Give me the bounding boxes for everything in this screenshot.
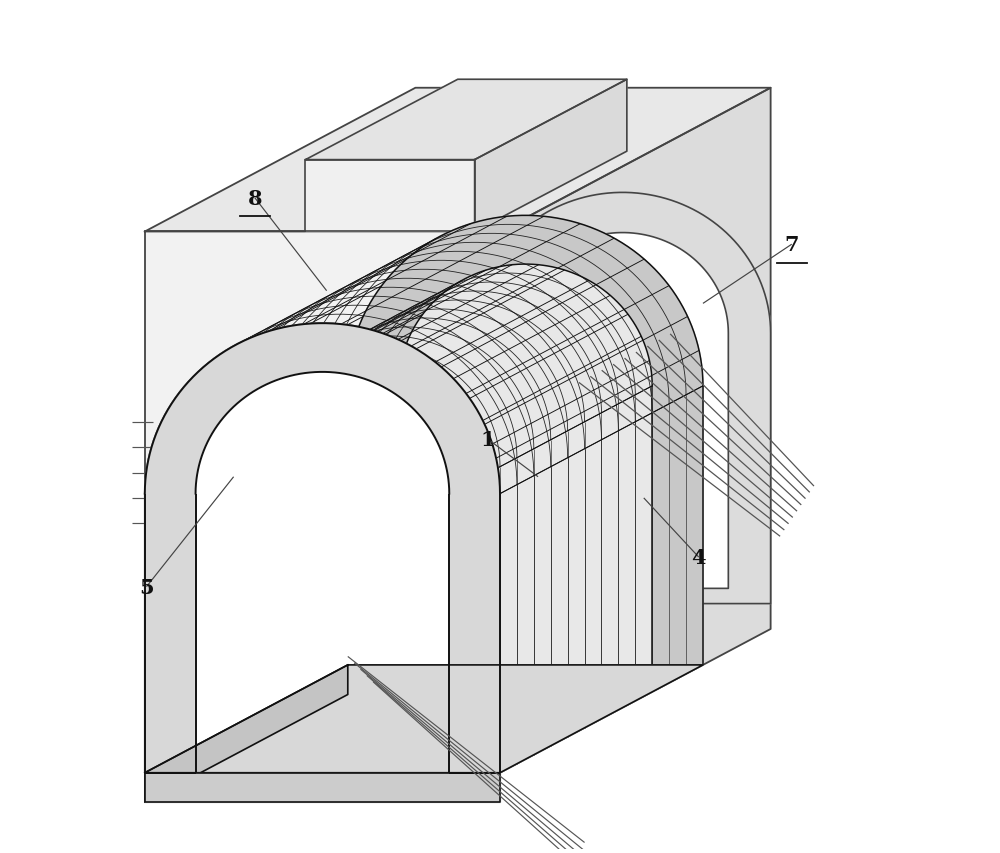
Polygon shape — [145, 665, 703, 773]
Polygon shape — [196, 373, 449, 773]
Polygon shape — [399, 264, 652, 665]
Polygon shape — [145, 773, 500, 803]
Polygon shape — [348, 216, 703, 665]
Polygon shape — [145, 324, 500, 773]
Polygon shape — [145, 89, 771, 232]
Polygon shape — [475, 193, 771, 604]
Text: 1: 1 — [480, 429, 495, 450]
Polygon shape — [145, 665, 348, 803]
Polygon shape — [305, 160, 475, 232]
Polygon shape — [500, 89, 771, 773]
Text: 8: 8 — [248, 189, 262, 208]
Text: 5: 5 — [139, 577, 154, 597]
Polygon shape — [517, 234, 728, 589]
Polygon shape — [475, 80, 627, 232]
Polygon shape — [145, 232, 500, 773]
Polygon shape — [145, 324, 500, 773]
Polygon shape — [305, 80, 627, 160]
Polygon shape — [196, 373, 449, 756]
Text: 7: 7 — [785, 235, 799, 255]
Text: 4: 4 — [691, 548, 706, 567]
